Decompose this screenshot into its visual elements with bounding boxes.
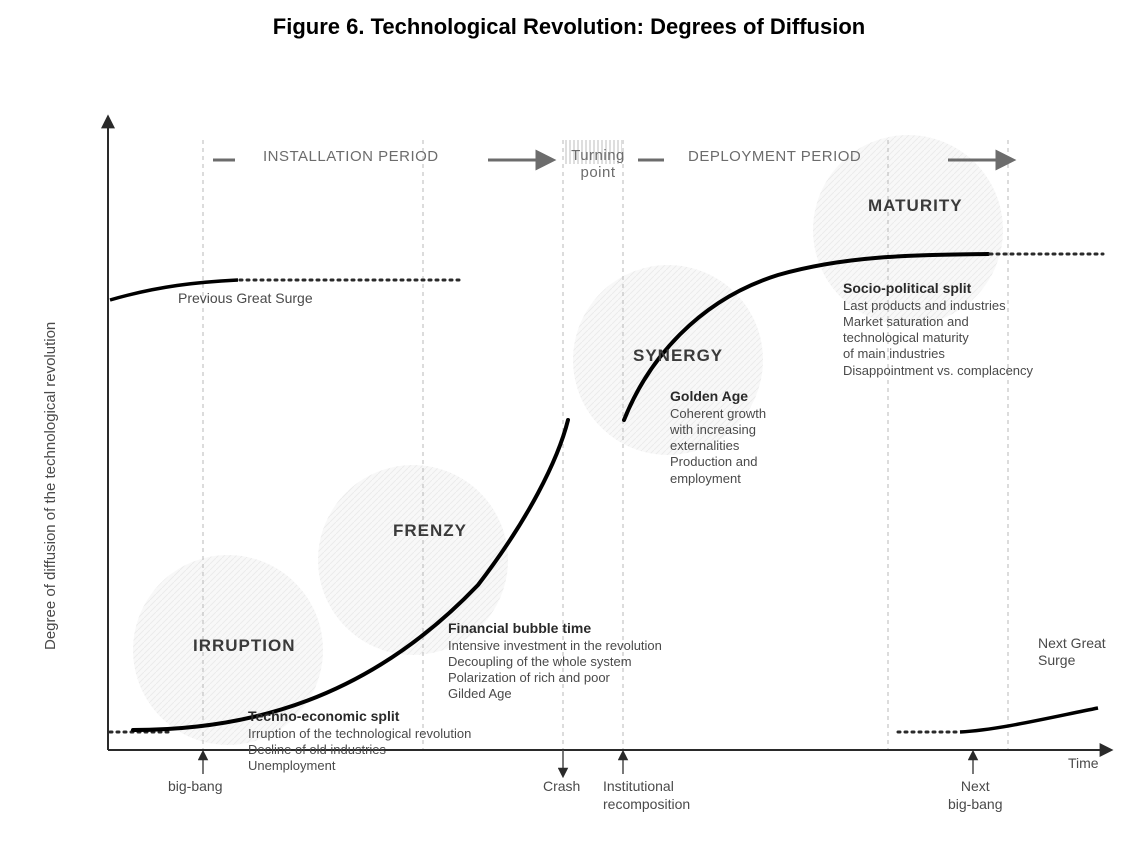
chart-area: Degree of diffusion of the technological… [48, 90, 1118, 830]
previous-great-surge-label: Previous Great Surge [178, 290, 313, 307]
turning-point-label: Turning point [568, 148, 628, 181]
callout-techno-economic-split: Techno-economic split Irruption of the t… [248, 708, 471, 774]
callout-title: Techno-economic split [248, 708, 471, 726]
x-marker-institutional-recomposition: Institutional recomposition [603, 778, 690, 813]
callout-title: Financial bubble time [448, 620, 662, 638]
figure-title: Figure 6. Technological Revolution: Degr… [0, 14, 1138, 40]
callout-body: Coherent growth with increasing external… [670, 406, 766, 487]
installation-period-label: INSTALLATION PERIOD [263, 148, 439, 167]
phase-irruption-label: IRRUPTION [193, 635, 296, 656]
next-great-surge-label: Next Great Surge [1038, 635, 1118, 669]
y-axis-label: Degree of diffusion of the technological… [42, 322, 59, 650]
callout-title: Socio-political split [843, 280, 1033, 298]
next-surge-curve [960, 708, 1098, 732]
figure-page: Figure 6. Technological Revolution: Degr… [0, 0, 1138, 846]
phase-frenzy-label: FRENZY [393, 520, 467, 541]
phase-maturity-label: MATURITY [868, 195, 963, 216]
callout-financial-bubble: Financial bubble time Intensive investme… [448, 620, 662, 703]
callout-socio-political-split: Socio-political split Last products and … [843, 280, 1033, 379]
callout-body: Intensive investment in the revolution D… [448, 638, 662, 703]
x-axis-label: Time [1068, 755, 1099, 773]
phase-synergy-label: SYNERGY [633, 345, 723, 366]
callout-body: Last products and industries Market satu… [843, 298, 1033, 379]
x-marker-next-big-bang: Next big-bang [948, 778, 1003, 813]
deployment-period-label: DEPLOYMENT PERIOD [688, 148, 861, 167]
callout-golden-age: Golden Age Coherent growth with increasi… [670, 388, 766, 487]
callout-title: Golden Age [670, 388, 766, 406]
x-marker-crash: Crash [543, 778, 580, 796]
callout-body: Irruption of the technological revolutio… [248, 726, 471, 775]
x-marker-big-bang: big-bang [168, 778, 223, 796]
